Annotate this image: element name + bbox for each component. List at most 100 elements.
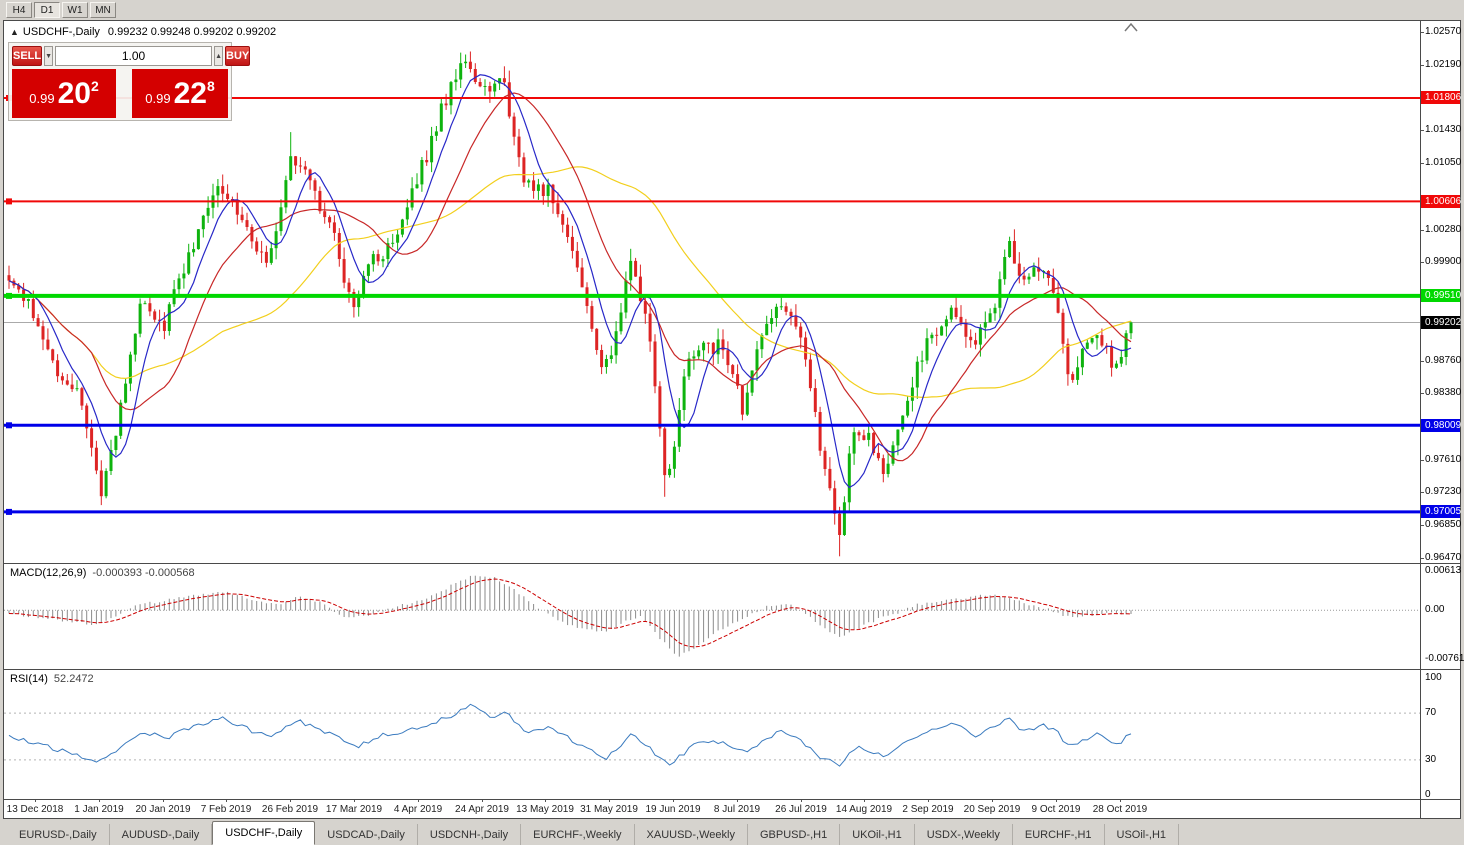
- date-label: 24 Apr 2019: [455, 804, 509, 815]
- buy-price-tile[interactable]: 0.99 22 8: [132, 69, 228, 118]
- scale-tick: [1421, 32, 1424, 33]
- time-tick: [1120, 799, 1121, 802]
- sell-button[interactable]: SELL: [12, 46, 43, 66]
- volume-step-down-button[interactable]: ▼: [44, 46, 54, 66]
- time-tick: [35, 799, 36, 802]
- chevron-up-icon: ▲: [215, 52, 222, 60]
- date-label: 1 Jan 2019: [74, 804, 124, 815]
- date-label: 20 Sep 2019: [963, 804, 1021, 815]
- moving-average-7: [8, 74, 1132, 489]
- price-tick-label: 1.02570: [1425, 26, 1462, 37]
- chart-tab-ukoil-h1[interactable]: UKOil-,H1: [840, 824, 915, 845]
- pane-separator: [4, 799, 1460, 800]
- pane-separator[interactable]: [4, 563, 1460, 564]
- date-label: 26 Feb 2019: [261, 804, 319, 815]
- rsi-title: RSI(14): [10, 673, 48, 685]
- date-label: 26 Jul 2019: [775, 804, 827, 815]
- price-tick-label: 1.02190: [1425, 59, 1462, 70]
- price-tick-label: 0.98760: [1425, 355, 1462, 366]
- rsi-axis-label: 30: [1425, 754, 1437, 765]
- macd-indicator-pane[interactable]: [4, 563, 1420, 669]
- date-label: 2 Sep 2019: [902, 804, 954, 815]
- time-axis[interactable]: 13 Dec 2018 1 Jan 2019 20 Jan 2019 7 Feb 20…: [4, 799, 1420, 818]
- price-tick-label: 0.97610: [1425, 454, 1462, 465]
- one-click-trading-panel: SELL ▼ ▲ BUY 0.99 20 2 0.99 22 8: [8, 42, 251, 121]
- date-label: 8 Jul 2019: [713, 804, 761, 815]
- scale-tick: [1421, 393, 1424, 394]
- date-label: 9 Oct 2019: [1031, 804, 1081, 815]
- macd-label: MACD(12,26,9) -0.000393 -0.000568: [10, 567, 195, 579]
- scale-tick: [1421, 361, 1424, 362]
- price-tick-label: 0.99900: [1425, 256, 1462, 267]
- date-label: 13 May 2019: [516, 804, 574, 815]
- time-tick: [609, 799, 610, 802]
- rsi-line: [8, 703, 1132, 767]
- line-handle[interactable]: [6, 508, 12, 515]
- sell-price-tile[interactable]: 0.99 20 2: [12, 69, 116, 118]
- buy-button[interactable]: BUY: [225, 46, 251, 66]
- chart-tab-usdchf-daily[interactable]: USDCHF-,Daily: [212, 821, 316, 845]
- rsi-axis-label: 0: [1425, 789, 1431, 800]
- price-scale[interactable]: 1.02570 1.02190 1.01430 1.01050 1.00280 0.999…: [1420, 21, 1464, 818]
- date-label: 13 Dec 2018: [6, 804, 64, 815]
- candlestick-chart[interactable]: [4, 21, 1420, 563]
- chart-tab-usdcad-daily[interactable]: USDCAD-,Daily: [315, 824, 418, 845]
- hline-price-badge: 0.99510: [1421, 289, 1461, 302]
- chart-tab-usdx-weekly[interactable]: USDX-,Weekly: [914, 824, 1013, 845]
- chart-ohlc-values: 0.99232 0.99248 0.99202 0.99202: [107, 26, 277, 38]
- chart-tab-usoil-h1[interactable]: USOil-,H1: [1104, 824, 1180, 845]
- time-tick: [99, 799, 100, 802]
- timeframe-button-d1[interactable]: D1: [34, 2, 60, 18]
- moving-average-18: [8, 92, 1132, 462]
- line-handle[interactable]: [6, 422, 12, 429]
- one-click-collapse-icon[interactable]: ▲: [10, 27, 19, 37]
- time-tick: [354, 799, 355, 802]
- hline-price-badge: 1.01806: [1421, 91, 1461, 104]
- time-tick: [226, 799, 227, 802]
- time-tick: [737, 799, 738, 802]
- timeframe-button-w1[interactable]: W1: [62, 2, 88, 18]
- price-tick-label: 1.00280: [1425, 224, 1462, 235]
- line-handle[interactable]: [6, 198, 12, 205]
- chart-tab-xauusd-weekly[interactable]: XAUUSD-,Weekly: [634, 824, 748, 845]
- scale-tick: [1421, 460, 1424, 461]
- buy-price-main: 22: [173, 76, 207, 110]
- chart-tab-gbpusd-h1[interactable]: GBPUSD-,H1: [747, 824, 841, 845]
- time-tick: [673, 799, 674, 802]
- chart-shift-marker[interactable]: [1124, 22, 1138, 32]
- time-tick: [992, 799, 993, 802]
- volume-step-up-button[interactable]: ▲: [214, 46, 223, 66]
- macd-current-values: -0.000393 -0.000568: [92, 567, 195, 579]
- rsi-axis-label: 70: [1425, 707, 1437, 718]
- rsi-indicator-pane[interactable]: [4, 669, 1420, 799]
- rsi-axis-label: 100: [1425, 672, 1442, 683]
- scale-tick: [1421, 492, 1424, 493]
- macd-axis-label: 0.00: [1425, 604, 1445, 615]
- scale-tick: [1421, 130, 1424, 131]
- timeframe-button-h4[interactable]: H4: [6, 2, 32, 18]
- volume-input[interactable]: [55, 46, 213, 66]
- timeframe-toolbar: H4 D1 W1 MN: [0, 0, 1464, 20]
- time-tick: [1056, 799, 1057, 802]
- hline-price-badge: 0.98009: [1421, 419, 1461, 432]
- time-tick: [864, 799, 865, 802]
- pane-separator[interactable]: [4, 669, 1460, 670]
- date-label: 7 Feb 2019: [200, 804, 252, 815]
- sell-price-main: 20: [57, 76, 91, 110]
- time-tick: [801, 799, 802, 802]
- current-price-badge: 0.99202: [1421, 316, 1461, 329]
- chart-tab-audusd-daily[interactable]: AUDUSD-,Daily: [109, 824, 213, 845]
- chart-tab-eurchf-h1[interactable]: EURCHF-,H1: [1012, 824, 1105, 845]
- rsi-current-value: 52.2472: [53, 673, 94, 685]
- line-handle[interactable]: [6, 292, 12, 299]
- chart-tab-usdcnh-daily[interactable]: USDCNH-,Daily: [417, 824, 522, 845]
- chart-tab-eurusd-daily[interactable]: EURUSD-,Daily: [7, 824, 110, 845]
- chart-tab-eurchf-weekly[interactable]: EURCHF-,Weekly: [521, 824, 635, 845]
- buy-price-prefix: 0.99: [145, 91, 171, 106]
- date-label: 4 Apr 2019: [393, 804, 443, 815]
- time-tick: [163, 799, 164, 802]
- price-tick-label: 0.96850: [1425, 519, 1462, 530]
- time-tick: [290, 799, 291, 802]
- timeframe-button-mn[interactable]: MN: [90, 2, 116, 18]
